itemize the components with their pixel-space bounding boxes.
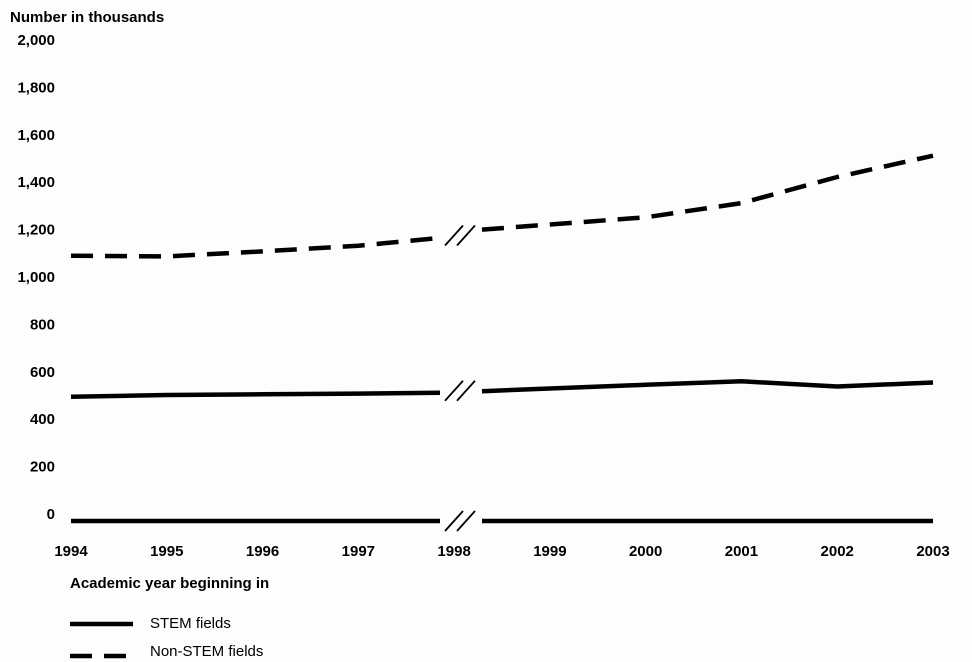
break-slash — [456, 510, 476, 532]
y-tick-label: 1,400 — [17, 174, 55, 191]
legend-label-stem: STEM fields — [150, 615, 231, 632]
x-tick-label: 2002 — [821, 543, 854, 560]
x-tick-label: 2000 — [629, 543, 662, 560]
series-line-stem-seg1 — [70, 390, 441, 399]
legend: STEM fields Non-STEM fields — [70, 615, 263, 660]
x-tick-label: 1997 — [342, 543, 375, 560]
break-slash — [456, 380, 476, 402]
break-slash — [444, 380, 464, 402]
x-tick-label: 1996 — [246, 543, 279, 560]
y-tick-label: 2,000 — [17, 32, 55, 49]
series-line-non-stem-seg2 — [481, 153, 934, 232]
series-lines — [70, 153, 934, 399]
y-axis-ticks: 0 200 400 600 800 1,000 1,200 1,400 1,600 1,800 2,… — [17, 32, 55, 523]
legend-label-non-stem: Non-STEM fields — [150, 643, 263, 660]
y-tick-label: 1,600 — [17, 127, 55, 144]
y-tick-label: 200 — [30, 459, 55, 476]
y-tick-label: 1,800 — [17, 79, 55, 96]
y-tick-label: 1,000 — [17, 269, 55, 286]
x-tick-label: 2003 — [916, 543, 949, 560]
y-tick-label: 800 — [30, 316, 55, 333]
break-slash — [444, 510, 464, 532]
x-axis-ticks: 1994 1995 1996 1997 1998 1999 2000 2001 2002 2003 — [54, 543, 949, 560]
axis-break-marks — [444, 224, 476, 532]
series-line-non-stem-seg1 — [70, 235, 441, 259]
y-tick-label: 0 — [47, 506, 55, 523]
break-slash — [444, 224, 464, 247]
x-axis-title: Academic year beginning in — [70, 575, 269, 592]
series-line-stem-seg2 — [481, 379, 934, 394]
y-tick-label: 1,200 — [17, 222, 55, 239]
y-tick-label: 600 — [30, 364, 55, 381]
break-slash — [456, 224, 476, 247]
y-tick-label: 400 — [30, 411, 55, 428]
x-tick-label: 1995 — [150, 543, 183, 560]
x-tick-label: 1994 — [54, 543, 88, 560]
x-tick-label: 2001 — [725, 543, 758, 560]
y-axis-title: Number in thousands — [10, 9, 164, 26]
x-tick-label: 1998 — [437, 543, 470, 560]
x-tick-label: 1999 — [533, 543, 566, 560]
